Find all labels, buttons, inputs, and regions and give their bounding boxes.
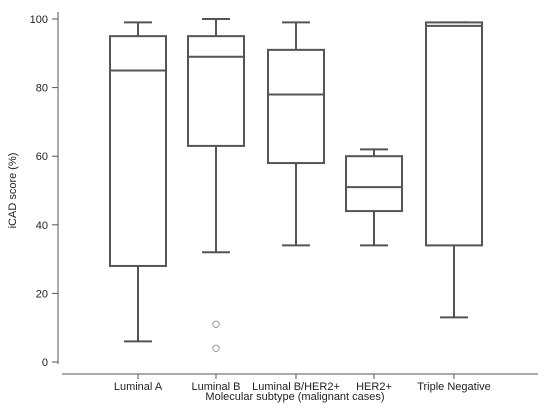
y-tick-label: 80 (36, 83, 48, 95)
x-tick-label: Luminal A (114, 381, 163, 393)
box-group (425, 21, 483, 319)
x-axis: Luminal A Luminal B Luminal B/HER2+ HER2+ Tr… (62, 373, 538, 393)
y-tick-label: 40 (36, 220, 48, 232)
iqr-box (109, 35, 167, 267)
outlier-point (212, 320, 220, 328)
y-tick-label: 100 (30, 14, 48, 26)
box-group (109, 21, 167, 343)
iqr-box (267, 48, 325, 165)
x-tick-label: Luminal B/HER2+ (252, 381, 340, 393)
x-tick-label: Luminal B (192, 381, 241, 393)
box-group (267, 21, 325, 247)
y-axis-title: iCAD score (%) (7, 153, 19, 229)
iqr-box (425, 21, 483, 247)
y-tick-label: 0 (42, 357, 48, 369)
x-axis-title: Molecular subtype (malignant cases) (205, 391, 384, 403)
y-axis: 0 20 40 60 80 100 (30, 12, 59, 369)
x-tick-label: Triple Negative (417, 381, 491, 393)
outlier-point (212, 344, 220, 352)
box-group (187, 18, 245, 352)
iqr-box (345, 155, 403, 213)
iqr-box (187, 35, 245, 147)
y-tick-label: 20 (36, 288, 48, 300)
boxes-group (109, 18, 483, 352)
box-group (345, 148, 403, 247)
x-tick-label: HER2+ (356, 381, 392, 393)
y-tick-label: 60 (36, 151, 48, 163)
